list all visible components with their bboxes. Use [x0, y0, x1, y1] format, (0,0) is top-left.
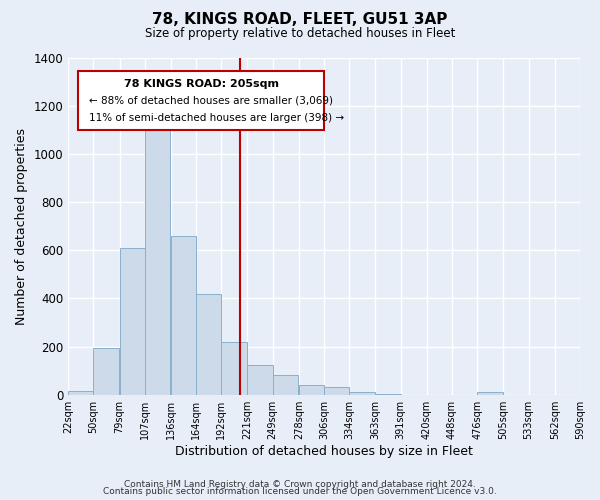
Y-axis label: Number of detached properties: Number of detached properties — [15, 128, 28, 324]
Bar — [68, 391, 94, 394]
Bar — [273, 376, 298, 394]
Text: ← 88% of detached houses are smaller (3,069): ← 88% of detached houses are smaller (3,… — [89, 96, 332, 106]
Bar — [171, 236, 196, 394]
Bar — [196, 294, 221, 394]
Bar — [247, 364, 273, 394]
Text: 78 KINGS ROAD: 205sqm: 78 KINGS ROAD: 205sqm — [124, 80, 279, 90]
Bar — [119, 248, 145, 394]
Bar — [221, 342, 247, 394]
Text: Contains public sector information licensed under the Open Government Licence v3: Contains public sector information licen… — [103, 488, 497, 496]
Bar — [145, 128, 170, 394]
Text: Contains HM Land Registry data © Crown copyright and database right 2024.: Contains HM Land Registry data © Crown c… — [124, 480, 476, 489]
Text: 78, KINGS ROAD, FLEET, GU51 3AP: 78, KINGS ROAD, FLEET, GU51 3AP — [152, 12, 448, 28]
FancyBboxPatch shape — [79, 71, 324, 130]
Bar — [477, 392, 503, 394]
Bar — [324, 388, 349, 394]
Text: Size of property relative to detached houses in Fleet: Size of property relative to detached ho… — [145, 28, 455, 40]
Bar — [299, 385, 324, 394]
Bar — [94, 348, 119, 395]
Bar — [349, 392, 374, 394]
X-axis label: Distribution of detached houses by size in Fleet: Distribution of detached houses by size … — [175, 444, 473, 458]
Text: 11% of semi-detached houses are larger (398) →: 11% of semi-detached houses are larger (… — [89, 112, 344, 122]
